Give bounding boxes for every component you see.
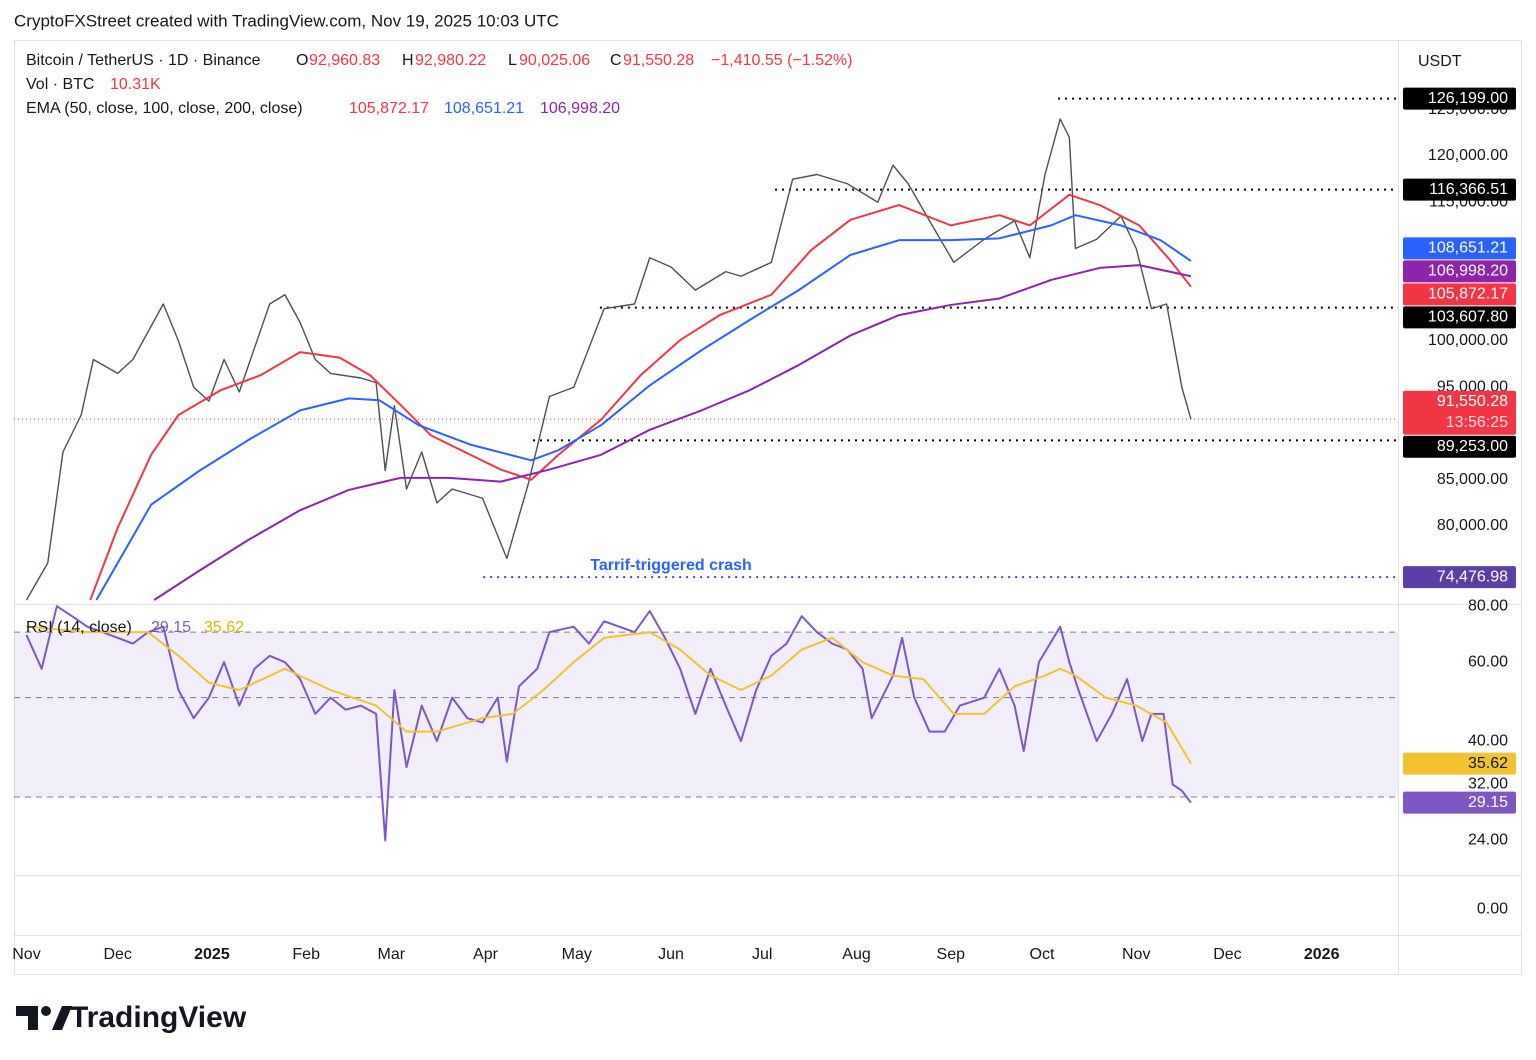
y-tick-label: 40.00 (1468, 732, 1508, 749)
price-badge (1403, 306, 1516, 329)
ema-legend: EMA (50, close, 100, close, 200, close) (26, 100, 303, 117)
high-key: H (402, 52, 414, 69)
price-badge (1403, 752, 1516, 775)
y-tick-label: 100,000.00 (1428, 332, 1508, 349)
logo-mark (52, 1006, 72, 1030)
x-tick-label: Sep (937, 946, 966, 963)
open-value: 92,960.83 (309, 52, 380, 69)
ema200-value: 106,998.20 (540, 100, 620, 117)
close-key: C (610, 52, 622, 69)
header: CryptoFXStreet created with TradingView.… (14, 11, 559, 30)
price-badge-label: 91,550.28 (1437, 393, 1508, 410)
price-badge-label: 89,253.00 (1437, 438, 1508, 455)
frame-border (14, 40, 1522, 975)
price-badge-label: 29.15 (1468, 794, 1508, 811)
symbol: Bitcoin / TetherUS · 1D · Binance (26, 52, 261, 69)
price-badge (1403, 87, 1516, 110)
rsi-background (14, 631, 1398, 798)
x-tick-label: Jul (752, 946, 772, 963)
y-tick-label: 32.00 (1468, 776, 1508, 793)
price-badge-label: 35.62 (1468, 755, 1508, 772)
rsi-lines (25, 605, 1192, 842)
price-badge (1403, 791, 1516, 814)
logo-mark (16, 1006, 38, 1030)
price-badge-label: 74,476.98 (1437, 568, 1508, 585)
x-tick-label: 2026 (1304, 946, 1340, 963)
x-tick-label: Nov (12, 946, 40, 963)
series-line (25, 118, 1192, 601)
low-value: 90,025.06 (519, 52, 590, 69)
ema100-value: 108,651.21 (444, 100, 524, 117)
price-badge-label: 103,607.80 (1428, 309, 1508, 326)
x-tick-label: May (562, 946, 592, 963)
rsi-legend: RSI (14, close) 29.15 35.62 (26, 619, 244, 636)
volume-key: Vol · BTC (26, 76, 94, 93)
close-value: 91,550.28 (623, 52, 694, 69)
volume-value: 10.31K (110, 76, 161, 93)
ema50-value: 105,872.17 (349, 100, 429, 117)
series-line (26, 625, 1192, 765)
open-key: O (296, 52, 308, 69)
annotation: Tarrif-triggered crash (590, 557, 752, 574)
price-badge (1403, 435, 1516, 458)
x-tick-label: 2025 (194, 946, 230, 963)
currency: USDT (1418, 53, 1462, 70)
x-tick-label: Mar (378, 946, 406, 963)
y-tick-label: 60.00 (1468, 653, 1508, 670)
y-tick-label: 80.00 (1468, 597, 1508, 614)
price-legend: Bitcoin / TetherUS · 1D · Binance O 92,9… (26, 52, 852, 117)
y-tick-label: 85,000.00 (1437, 471, 1508, 488)
badges: 126,199.00 116,366.51 103,607.80 89,253.00 7… (1403, 87, 1516, 814)
price-badge-countdown: 13:56:25 (1446, 414, 1508, 431)
price-badge-label: 105,872.17 (1428, 286, 1508, 303)
series-line (25, 605, 1192, 842)
price-badge (1403, 178, 1516, 201)
price-badge (1403, 566, 1516, 589)
price-badge (1403, 237, 1516, 260)
y-tick-label: 120,000.00 (1428, 147, 1508, 164)
logo-mark (41, 1006, 51, 1016)
frame (14, 40, 1522, 975)
x-tick-label: Jun (658, 946, 684, 963)
y-tick-label: 24.00 (1468, 832, 1508, 849)
price-badge (1403, 283, 1516, 306)
price-badge-label: 106,998.20 (1428, 263, 1508, 280)
x-tick-label: Nov (1122, 946, 1150, 963)
rsi-ma-value: 35.62 (204, 619, 244, 636)
rsi-value: 29.15 (151, 619, 191, 636)
x-tick-label: Feb (292, 946, 320, 963)
levels (14, 97, 1398, 579)
series-line (153, 264, 1192, 601)
x-tick-label: Aug (842, 946, 870, 963)
series-line (89, 193, 1192, 601)
price-badge (1403, 260, 1516, 283)
x-tick-label: Dec (1213, 946, 1241, 963)
x-tick-label: Apr (473, 946, 499, 963)
rsi-band (14, 632, 1398, 798)
rsi-title: RSI (14, close) (26, 619, 132, 636)
price-badge-label: 126,199.00 (1428, 90, 1508, 107)
price-badge-label: 116,366.51 (1429, 181, 1508, 198)
x-tick-label: Dec (103, 946, 131, 963)
price-badge-label: 108,651.21 (1428, 240, 1508, 257)
price-lines (25, 118, 1192, 601)
y-tick-label: 0.00 (1477, 900, 1508, 917)
change-value: −1,410.55 (−1.52%) (711, 52, 852, 69)
high-value: 92,980.22 (415, 52, 486, 69)
series-line (95, 214, 1192, 601)
logo: TradingView (16, 1001, 247, 1034)
low-key: L (508, 52, 517, 69)
price-badge (1403, 390, 1516, 435)
y-tick-label: 80,000.00 (1437, 517, 1508, 534)
logo-text: TradingView (70, 1001, 247, 1034)
x-tick-label: Oct (1030, 946, 1055, 963)
